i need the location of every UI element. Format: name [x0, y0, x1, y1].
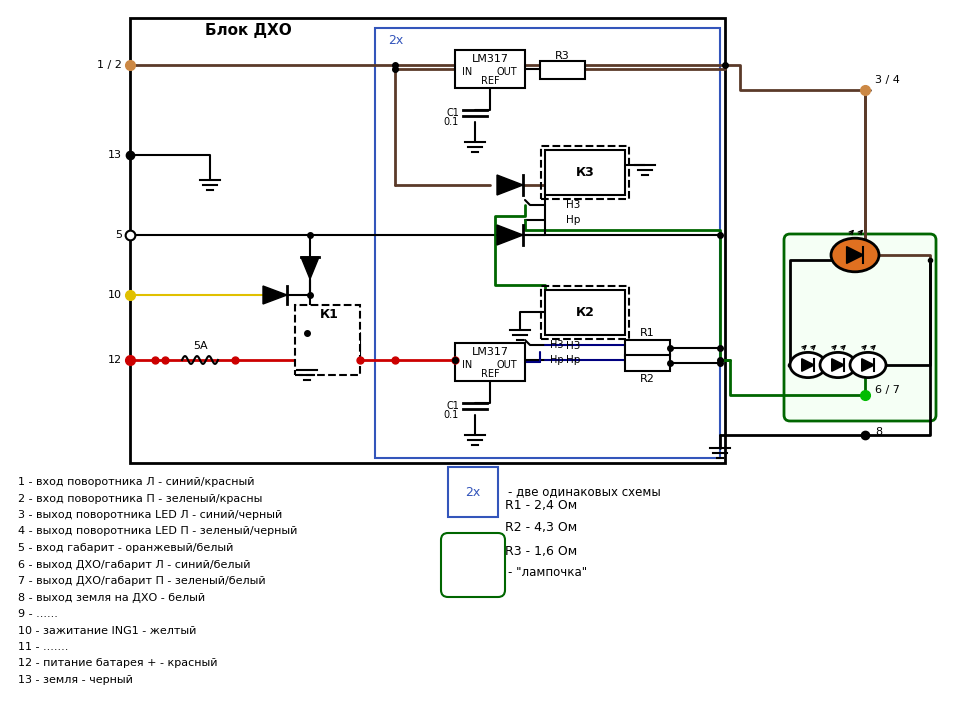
Polygon shape [802, 358, 814, 371]
Ellipse shape [850, 352, 886, 378]
Text: Н3: Н3 [550, 340, 564, 350]
Text: R3 - 1,6 Ом: R3 - 1,6 Ом [505, 544, 577, 558]
Text: 10 - зажитание ING1 - желтый: 10 - зажитание ING1 - желтый [18, 626, 197, 636]
Text: 13: 13 [108, 150, 122, 160]
Bar [545, 290, 625, 335]
Text: 12 - питание батарея + - красный: 12 - питание батарея + - красный [18, 658, 218, 669]
Text: 4 - выход поворотника LED П - зеленый/черный: 4 - выход поворотника LED П - зеленый/че… [18, 527, 298, 537]
FancyBboxPatch shape [784, 234, 936, 421]
Bar [448, 467, 498, 517]
Ellipse shape [831, 238, 879, 271]
Bar [545, 150, 625, 195]
Text: OUT: OUT [496, 67, 517, 77]
Text: Н3: Н3 [565, 200, 580, 210]
Text: К2: К2 [576, 306, 594, 319]
Ellipse shape [790, 352, 826, 378]
Text: LM317: LM317 [471, 54, 509, 64]
Polygon shape [497, 175, 523, 195]
Text: REF: REF [481, 369, 499, 379]
Bar [375, 28, 720, 458]
Text: 11 - .......: 11 - ....... [18, 642, 68, 652]
Text: К1: К1 [320, 308, 339, 322]
Text: 2 - вход поворотника П - зеленый/красны: 2 - вход поворотника П - зеленый/красны [18, 493, 262, 503]
Text: IN: IN [462, 360, 472, 370]
Bar [541, 286, 629, 339]
Text: 7 - выход ДХО/габарит П - зеленый/белый: 7 - выход ДХО/габарит П - зеленый/белый [18, 576, 266, 586]
Text: - две одинаковых схемы: - две одинаковых схемы [508, 486, 660, 498]
Text: 6 - выход ДХО/габарит Л - синий/белый: 6 - выход ДХО/габарит Л - синий/белый [18, 559, 251, 570]
Text: 5 - вход габарит - оранжевый/белый: 5 - вход габарит - оранжевый/белый [18, 543, 233, 553]
Text: 8: 8 [875, 427, 882, 437]
Text: К3: К3 [576, 166, 594, 179]
Bar [625, 355, 670, 371]
Text: Н3: Н3 [565, 341, 580, 351]
Text: 2х: 2х [466, 486, 481, 498]
Text: 10: 10 [108, 290, 122, 300]
Text: - "лампочка": - "лампочка" [508, 566, 588, 578]
Text: Нр: Нр [550, 355, 564, 365]
Polygon shape [847, 247, 863, 264]
Bar [625, 340, 670, 356]
Text: LM317: LM317 [471, 347, 509, 357]
Text: 9 - ......: 9 - ...... [18, 609, 58, 619]
Text: Нр: Нр [565, 215, 580, 225]
Text: Нр: Нр [565, 355, 580, 365]
Text: 13 - земля - черный: 13 - земля - черный [18, 675, 132, 685]
Polygon shape [831, 358, 844, 371]
Text: 3 / 4: 3 / 4 [875, 75, 900, 85]
Text: Блок ДХО: Блок ДХО [205, 23, 292, 37]
Text: R2 - 4,3 Ом: R2 - 4,3 Ом [505, 522, 577, 534]
Text: 1 / 2: 1 / 2 [97, 60, 122, 70]
Text: 5А: 5А [193, 341, 207, 351]
Text: 0.1: 0.1 [444, 117, 459, 127]
Text: 3 - выход поворотника LED Л - синий/черный: 3 - выход поворотника LED Л - синий/черн… [18, 510, 282, 520]
Bar [295, 305, 360, 375]
Text: 0.1: 0.1 [444, 410, 459, 420]
Text: 2х: 2х [388, 33, 403, 47]
Polygon shape [862, 358, 875, 371]
Ellipse shape [820, 352, 856, 378]
Text: OUT: OUT [496, 360, 517, 370]
Text: R2: R2 [639, 374, 655, 384]
Text: R1: R1 [639, 328, 655, 338]
Bar [541, 146, 629, 199]
Text: C1: C1 [446, 108, 459, 118]
Bar [455, 343, 525, 381]
Text: 5: 5 [115, 230, 122, 240]
Text: 12: 12 [108, 355, 122, 365]
Text: 1 - вход поворотника Л - синий/красный: 1 - вход поворотника Л - синий/красный [18, 477, 254, 487]
Text: 6 / 7: 6 / 7 [875, 385, 900, 395]
Text: R1 - 2,4 Ом: R1 - 2,4 Ом [505, 498, 577, 511]
Text: R3: R3 [555, 51, 569, 61]
Text: REF: REF [481, 76, 499, 86]
Text: C1: C1 [446, 401, 459, 411]
Polygon shape [301, 257, 319, 279]
Bar [130, 18, 725, 463]
Text: 8 - выход земля на ДХО - белый: 8 - выход земля на ДХО - белый [18, 592, 205, 602]
Bar [540, 61, 585, 79]
Text: IN: IN [462, 67, 472, 77]
Polygon shape [263, 286, 287, 304]
Bar [455, 50, 525, 88]
Polygon shape [497, 225, 523, 245]
